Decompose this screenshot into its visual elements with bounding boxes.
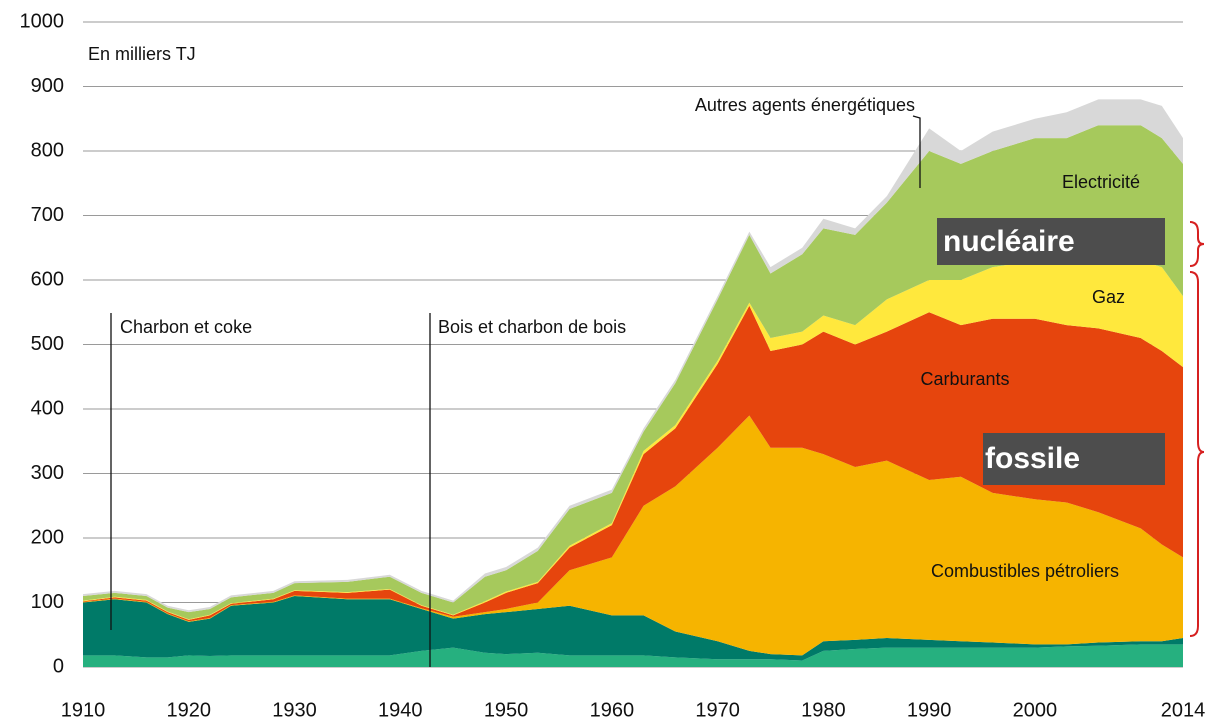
x-tick-label: 1980 (801, 699, 846, 721)
series-label: Charbon et coke (120, 317, 252, 337)
y-tick-label: 400 (31, 397, 64, 419)
area (83, 644, 1183, 667)
areas (83, 99, 1183, 667)
series-label: Gaz (1092, 287, 1125, 307)
y-tick-label: 500 (31, 333, 64, 355)
callout-line (912, 115, 921, 188)
annotation: fossile (985, 442, 1080, 475)
area (83, 254, 1183, 620)
y-tick-label: 600 (31, 268, 64, 290)
series-label: Combustibles pétroliers (931, 561, 1119, 581)
x-tick-label: 1940 (378, 699, 423, 721)
area (83, 125, 1183, 620)
x-tick-label: 1930 (272, 699, 317, 721)
series-label: Electricité (1062, 172, 1140, 192)
bracket (1189, 221, 1205, 267)
x-tick-label: 1920 (167, 699, 212, 721)
y-axis-label: En milliers TJ (88, 44, 196, 64)
overlay: En milliers TJ nucléaire fossile 0 100 200… (20, 10, 1206, 721)
y-tick-label: 300 (31, 462, 64, 484)
x-tick-label: 2000 (1013, 699, 1058, 721)
x-tick-label: 1990 (907, 699, 952, 721)
y-tick-label: 100 (31, 591, 64, 613)
area (83, 415, 1183, 656)
x-tick-label: 1950 (484, 699, 529, 721)
y-tick-label: 800 (31, 139, 64, 161)
series-label: Bois et charbon de bois (438, 317, 626, 337)
area (83, 305, 1183, 622)
bracket (1189, 271, 1205, 637)
y-tick-label: 1000 (20, 10, 65, 32)
annotation-box (983, 433, 1165, 485)
x-tick-label: 1910 (61, 699, 106, 721)
y-tick-label: 900 (31, 75, 64, 97)
series-label: Autres agents énergétiques (695, 95, 915, 115)
x-tick-label: 1970 (695, 699, 740, 721)
y-tick-label: 200 (31, 526, 64, 548)
x-tick-label: 2014 (1161, 699, 1206, 721)
y-tick-label: 0 (53, 655, 64, 677)
annotation-box (937, 218, 1165, 265)
x-tick-label: 1960 (590, 699, 635, 721)
annotation: nucléaire (943, 225, 1075, 258)
y-tick-label: 700 (31, 204, 64, 226)
area (83, 596, 1183, 661)
series-label: Carburants (920, 369, 1009, 389)
